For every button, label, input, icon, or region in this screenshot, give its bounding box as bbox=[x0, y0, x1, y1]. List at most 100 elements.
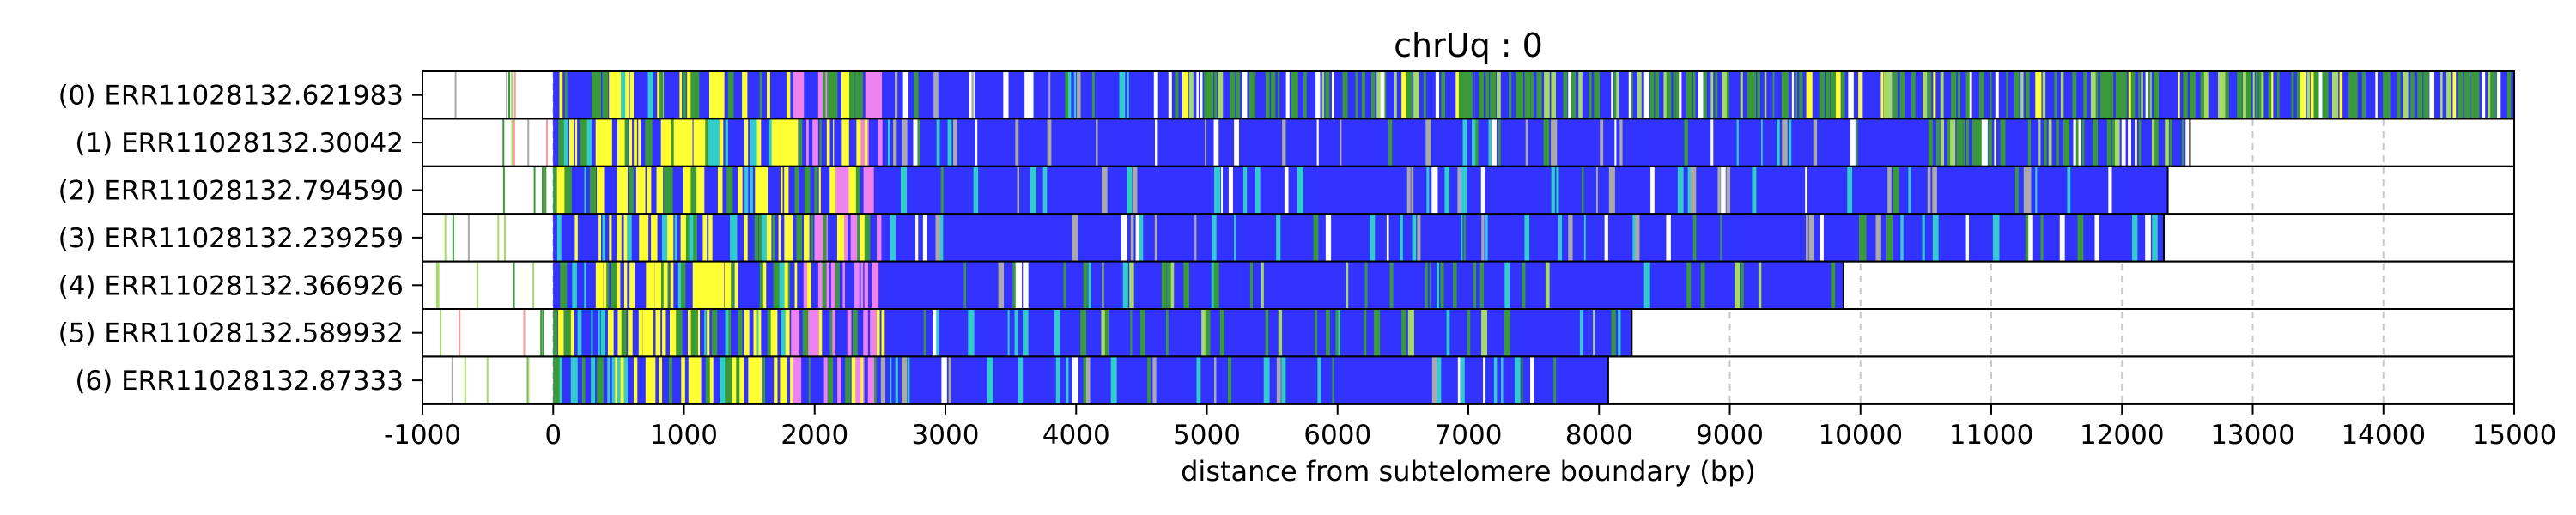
read-mark bbox=[578, 261, 581, 309]
read-mark bbox=[685, 166, 695, 215]
read-mark bbox=[680, 214, 687, 262]
read-mark bbox=[811, 71, 813, 119]
read-mark bbox=[634, 118, 637, 167]
read-mark bbox=[2094, 214, 2099, 262]
read-mark bbox=[563, 309, 572, 357]
read-mark bbox=[553, 356, 562, 404]
read-mark bbox=[1473, 261, 1477, 309]
read-mark bbox=[2067, 166, 2071, 215]
read-row bbox=[422, 70, 2515, 120]
read-mark bbox=[830, 71, 838, 119]
read-mark bbox=[1102, 261, 1104, 309]
read-mark bbox=[1314, 309, 1318, 357]
read-mark bbox=[676, 356, 679, 404]
read-mark bbox=[1130, 214, 1134, 262]
read-mark bbox=[847, 71, 851, 119]
read-mark bbox=[780, 71, 787, 119]
read-mark bbox=[635, 71, 644, 119]
read-mark bbox=[579, 166, 588, 215]
read-mark bbox=[1905, 71, 1911, 119]
read-mark bbox=[713, 166, 722, 215]
read-mark bbox=[1536, 71, 1542, 119]
read-mark bbox=[508, 71, 511, 119]
read-mark bbox=[730, 166, 732, 215]
read-mark bbox=[2500, 71, 2503, 119]
read-mark bbox=[1740, 261, 1744, 309]
read-mark bbox=[1461, 214, 1463, 262]
read-mark bbox=[738, 309, 743, 357]
read-mark bbox=[2160, 71, 2166, 119]
read-mark bbox=[900, 166, 908, 215]
read-mark bbox=[2000, 118, 2006, 167]
read-mark bbox=[559, 356, 562, 404]
read-mark bbox=[830, 261, 838, 309]
read-mark bbox=[666, 118, 676, 167]
read-mark bbox=[1152, 356, 1157, 404]
read-mark bbox=[1971, 71, 1975, 119]
read-mark bbox=[1819, 71, 1825, 119]
read-mark bbox=[784, 214, 787, 262]
read-mark bbox=[837, 71, 844, 119]
read-mark bbox=[872, 71, 880, 119]
read-mark bbox=[1481, 214, 1485, 262]
read-mark bbox=[511, 118, 513, 167]
read-mark bbox=[1230, 71, 1236, 119]
read-mark bbox=[437, 261, 440, 309]
read-mark bbox=[464, 356, 466, 404]
read-mark bbox=[2065, 71, 2070, 119]
read-mark bbox=[591, 309, 593, 357]
read-mark bbox=[2006, 71, 2008, 119]
read-mark bbox=[1611, 71, 1613, 119]
read-mark bbox=[527, 118, 530, 167]
read-mark bbox=[2217, 71, 2222, 119]
read-mark bbox=[598, 214, 601, 262]
read-mark bbox=[870, 309, 877, 357]
read-mark bbox=[1165, 71, 1169, 119]
read-mark bbox=[502, 118, 505, 167]
read-mark bbox=[1899, 71, 1905, 119]
read-mark bbox=[701, 118, 709, 167]
read-mark bbox=[1957, 71, 1961, 119]
read-mark bbox=[1717, 166, 1721, 215]
read-mark bbox=[1364, 261, 1368, 309]
read-mark bbox=[1168, 71, 1172, 119]
read-mark bbox=[2279, 71, 2285, 119]
read-mark bbox=[1583, 214, 1586, 262]
read-mark bbox=[2271, 71, 2274, 119]
read-mark bbox=[2032, 118, 2039, 167]
read-mark bbox=[714, 309, 716, 357]
read-mark bbox=[1509, 71, 1512, 119]
read-mark bbox=[968, 309, 975, 357]
read-mark bbox=[640, 71, 647, 119]
read-mark bbox=[1528, 261, 1532, 309]
read-mark bbox=[2135, 118, 2137, 167]
read-mark bbox=[585, 71, 588, 119]
read-mark bbox=[1196, 356, 1201, 404]
read-mark bbox=[802, 118, 805, 167]
read-mark bbox=[708, 118, 717, 167]
read-mark bbox=[723, 214, 732, 262]
read-mark bbox=[2079, 71, 2083, 119]
read-row bbox=[422, 308, 2515, 358]
read-mark bbox=[748, 166, 750, 215]
read-mark bbox=[1582, 166, 1584, 215]
read-mark bbox=[818, 166, 821, 215]
read-mark bbox=[887, 118, 890, 167]
read-mark bbox=[1054, 309, 1060, 357]
read-mark bbox=[1880, 71, 1884, 119]
read-mark bbox=[681, 356, 685, 404]
read-mark bbox=[1338, 309, 1340, 357]
read-mark bbox=[1603, 71, 1606, 119]
read-mark bbox=[513, 118, 515, 167]
read-mark bbox=[1504, 309, 1510, 357]
read-mark bbox=[1868, 71, 1873, 119]
read-mark bbox=[660, 118, 665, 167]
read-mark bbox=[1483, 356, 1486, 404]
read-mark bbox=[2429, 71, 2435, 119]
read-mark bbox=[621, 71, 626, 119]
read-mark bbox=[1893, 71, 1898, 119]
read-mark bbox=[1583, 71, 1587, 119]
read-mark bbox=[467, 214, 470, 262]
x-tick-label: 6000 bbox=[1303, 420, 1371, 451]
read-mark bbox=[808, 309, 815, 357]
